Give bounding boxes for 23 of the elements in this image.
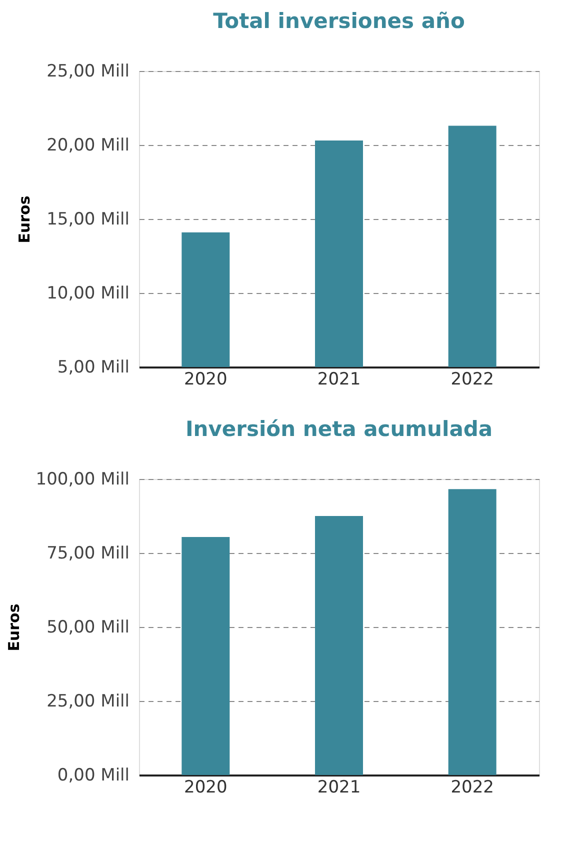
x-tick-label: 2021 bbox=[317, 778, 361, 798]
y-tick-label: 50,00 Mill bbox=[46, 618, 130, 638]
x-tick-label: 2022 bbox=[450, 778, 494, 798]
bar bbox=[448, 489, 496, 775]
y-axis-title: Euros bbox=[4, 604, 23, 652]
bar bbox=[182, 537, 230, 775]
y-axis-title: Euros bbox=[16, 196, 34, 244]
y-tick-label: 10,00 Mill bbox=[46, 284, 130, 304]
x-tick-label: 2021 bbox=[317, 370, 361, 390]
x-tick-label: 2020 bbox=[184, 778, 228, 798]
y-tick-label: 75,00 Mill bbox=[46, 544, 130, 564]
y-tick-label: 25,00 Mill bbox=[46, 692, 130, 712]
y-tick-label: 20,00 Mill bbox=[46, 136, 130, 156]
x-tick-label: 2022 bbox=[450, 370, 494, 390]
y-tick-label: 100,00 Mill bbox=[36, 470, 130, 490]
y-tick-label: 15,00 Mill bbox=[46, 210, 130, 230]
y-tick-label: 5,00 Mill bbox=[57, 358, 130, 378]
y-tick-label: 0,00 Mill bbox=[57, 766, 130, 786]
chart-title: Inversión neta acumulada bbox=[185, 417, 493, 441]
y-tick-label: 25,00 Mill bbox=[46, 62, 130, 82]
x-tick-label: 2020 bbox=[184, 370, 228, 390]
bar bbox=[315, 516, 363, 775]
chart-title: Total inversiones año bbox=[213, 9, 465, 33]
